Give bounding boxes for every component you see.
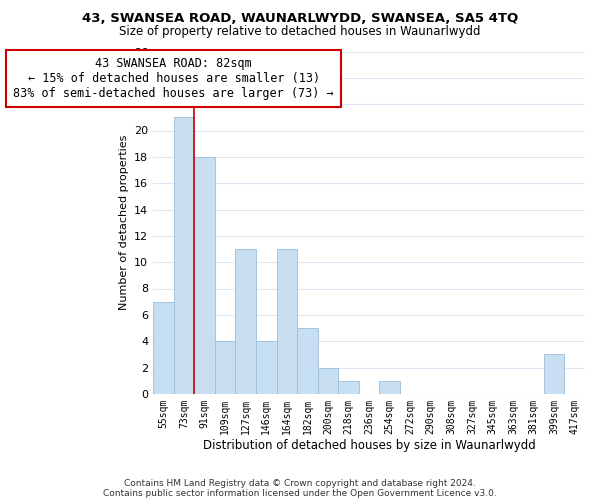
Text: 43, SWANSEA ROAD, WAUNARLWYDD, SWANSEA, SA5 4TQ: 43, SWANSEA ROAD, WAUNARLWYDD, SWANSEA, … bbox=[82, 12, 518, 26]
Bar bbox=[317, 368, 338, 394]
Bar bbox=[194, 157, 215, 394]
Text: Size of property relative to detached houses in Waunarlwydd: Size of property relative to detached ho… bbox=[119, 25, 481, 38]
Bar bbox=[256, 341, 277, 394]
Y-axis label: Number of detached properties: Number of detached properties bbox=[119, 135, 128, 310]
Bar bbox=[235, 249, 256, 394]
X-axis label: Distribution of detached houses by size in Waunarlwydd: Distribution of detached houses by size … bbox=[203, 440, 535, 452]
Bar bbox=[277, 249, 297, 394]
Bar bbox=[544, 354, 565, 394]
Text: 43 SWANSEA ROAD: 82sqm
← 15% of detached houses are smaller (13)
83% of semi-det: 43 SWANSEA ROAD: 82sqm ← 15% of detached… bbox=[13, 57, 334, 100]
Text: Contains HM Land Registry data © Crown copyright and database right 2024.: Contains HM Land Registry data © Crown c… bbox=[124, 478, 476, 488]
Text: Contains public sector information licensed under the Open Government Licence v3: Contains public sector information licen… bbox=[103, 488, 497, 498]
Bar bbox=[379, 380, 400, 394]
Bar bbox=[153, 302, 174, 394]
Bar bbox=[174, 118, 194, 394]
Bar bbox=[297, 328, 317, 394]
Bar bbox=[215, 341, 235, 394]
Bar bbox=[338, 380, 359, 394]
